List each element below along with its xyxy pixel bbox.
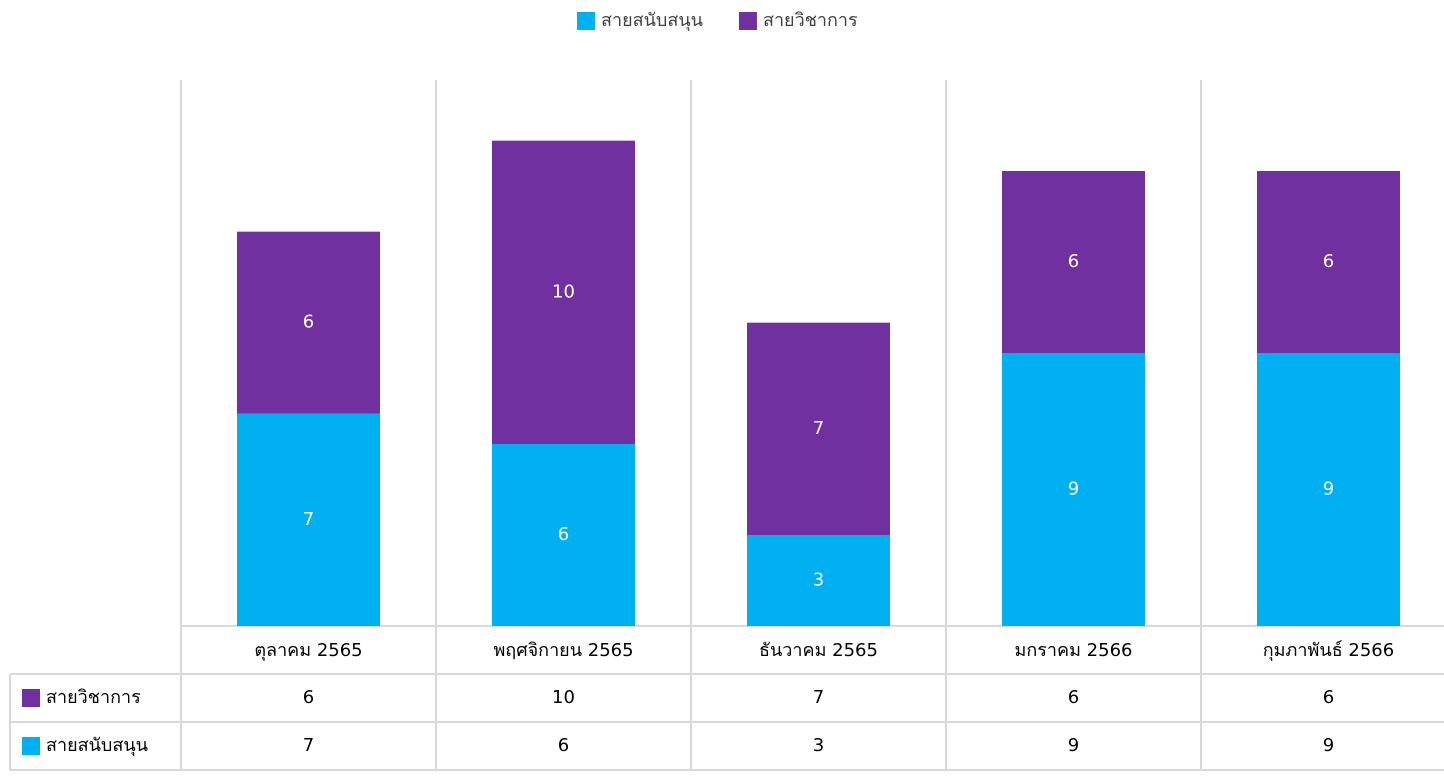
data-label: 9 <box>1068 479 1079 500</box>
legend-label: สายวิชาการ <box>763 10 858 31</box>
bar-segment <box>1002 171 1145 353</box>
bar-segment <box>747 322 890 535</box>
table-row-label: สายสนับสนุน <box>46 735 148 756</box>
data-label: 6 <box>558 524 569 545</box>
data-label: 10 <box>552 281 575 302</box>
table-row-label: สายวิชาการ <box>46 687 141 708</box>
table-cell: 6 <box>558 735 569 756</box>
data-label: 6 <box>1323 251 1334 272</box>
table-cell: 7 <box>303 735 314 756</box>
table-cell: 6 <box>303 687 314 708</box>
x-tick-label: กุมภาพันธ์ 2566 <box>1263 640 1394 661</box>
legend-swatch <box>738 12 757 30</box>
table-cell: 10 <box>552 687 575 708</box>
table-legend-swatch <box>22 737 40 755</box>
x-tick-label: พฤศจิกายน 2565 <box>493 640 633 661</box>
bar-segment <box>492 444 635 626</box>
table-cell: 6 <box>1068 687 1079 708</box>
bar-segment <box>237 413 380 626</box>
x-tick-label: ธันวาคม 2565 <box>759 640 878 661</box>
data-label: 7 <box>813 418 824 439</box>
bar-segment <box>1257 353 1400 626</box>
table-cell: 3 <box>813 735 824 756</box>
data-label: 7 <box>303 509 314 530</box>
bar-segment <box>237 231 380 414</box>
data-label: 6 <box>303 312 314 333</box>
x-tick-label: ตุลาคม 2565 <box>254 640 362 661</box>
legend-label: สายสนับสนุน <box>601 10 703 31</box>
bar-segment <box>492 140 635 444</box>
table-cell: 9 <box>1068 735 1079 756</box>
table-cell: 6 <box>1323 687 1334 708</box>
bar-segment <box>747 535 890 626</box>
table-cell: 7 <box>813 687 824 708</box>
data-label: 3 <box>813 570 824 591</box>
table-cell: 9 <box>1323 735 1334 756</box>
x-tick-label: มกราคม 2566 <box>1015 640 1133 661</box>
bar-segment <box>1257 171 1400 353</box>
table-legend-swatch <box>22 689 40 707</box>
bar-segment <box>1002 353 1145 626</box>
data-label: 6 <box>1068 251 1079 272</box>
data-label: 9 <box>1323 479 1334 500</box>
legend-swatch <box>577 12 595 30</box>
